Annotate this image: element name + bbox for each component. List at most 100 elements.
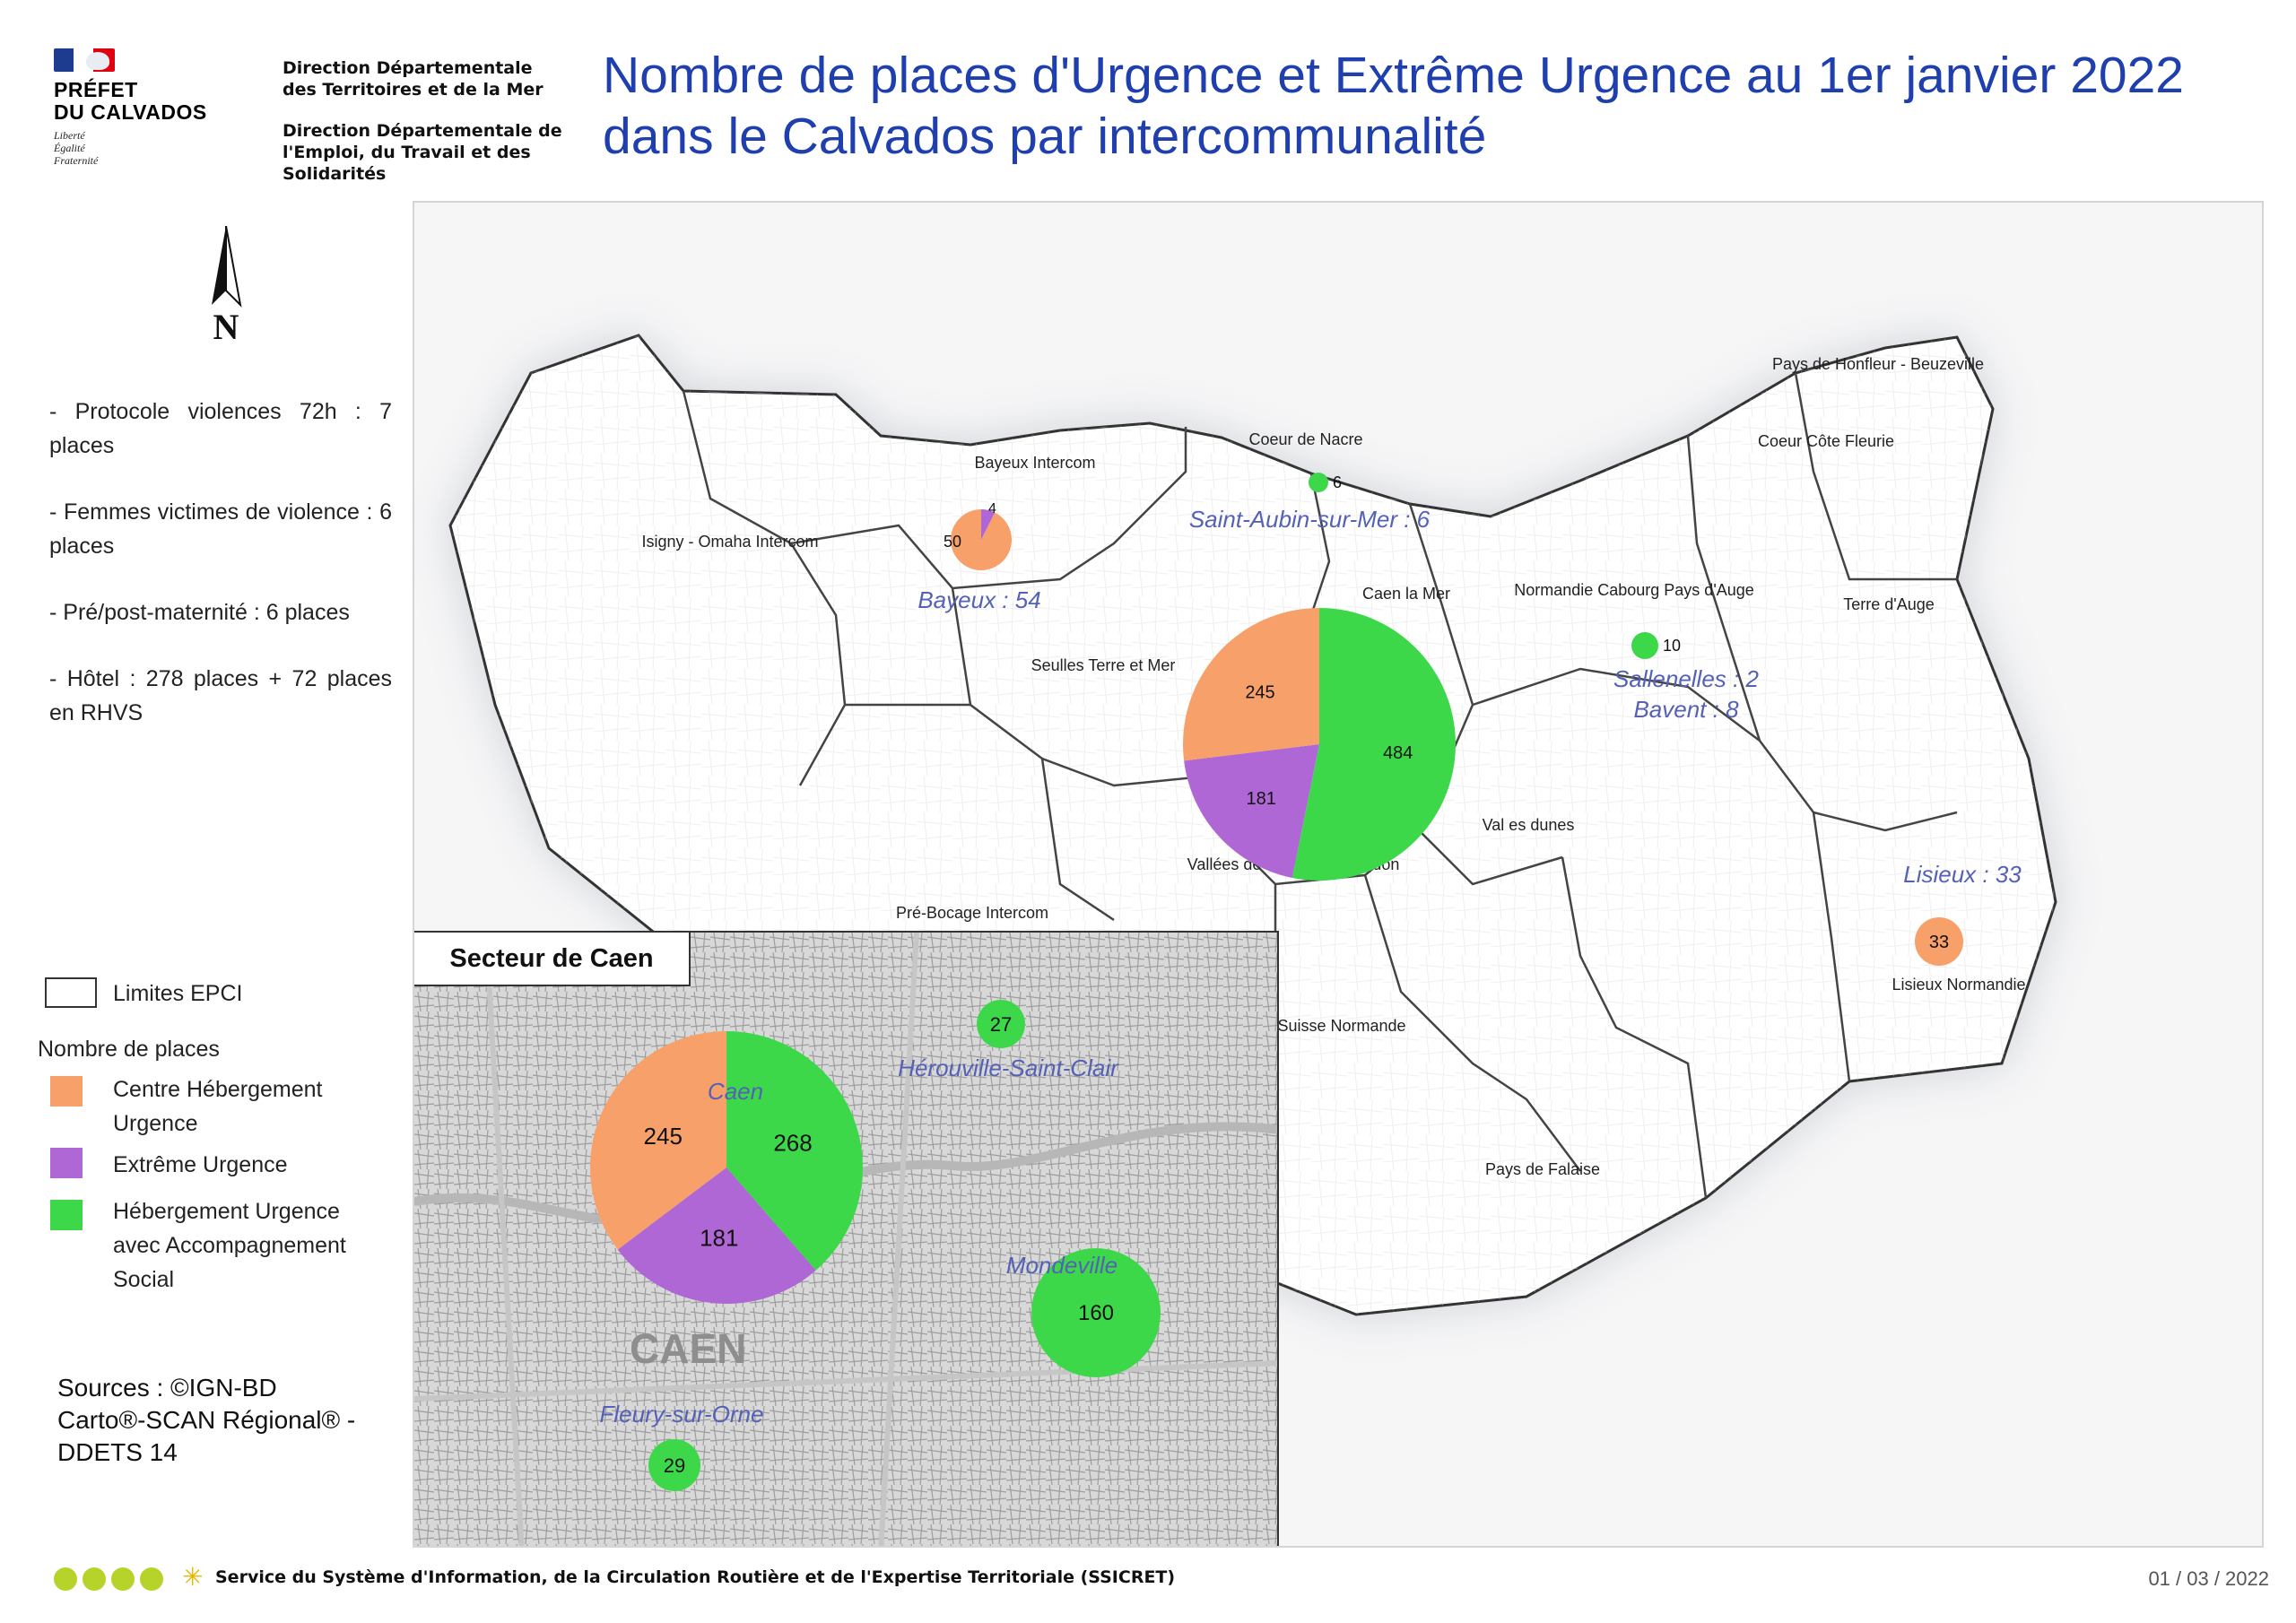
legend-epci-label: Limites EPCI [113,981,243,1006]
symbol-fleury-value: 29 [664,1454,685,1477]
pie-caen-slice-hua [726,1031,863,1271]
pie-bayeux-label-chu: 50 [944,533,961,551]
label-saint-aubin: Saint-Aubin-sur-Mer : 6 [1189,506,1431,533]
note-item: - Protocole violences 72h : 7 places [49,399,392,458]
legend: Limites EPCI Nombre de places Centre Héb… [38,976,396,1313]
pie-caen-la-mer[interactable]: 484 181 245 [1183,608,1457,881]
symbol-saint-aubin-circle [1309,473,1328,492]
devise-egalite: Égalité [54,142,85,154]
symbol-mondeville[interactable]: 160 [1031,1248,1161,1377]
sources-line: DDETS 14 [57,1438,178,1466]
label-cabourg: Normandie Cabourg Pays d'Auge [1514,581,1754,599]
footer-dots-icon [54,1567,163,1591]
sources-line: Carto®-SCAN Régional® - [57,1406,356,1434]
notes-block: - Protocole violences 72h : 7 places - F… [49,395,392,762]
label-sallenelles: Sallenelles : 2 [1613,665,1759,692]
inset-map-caen-text: CAEN [630,1325,746,1372]
symbol-lisieux-value: 33 [1929,933,1949,952]
note-item: - Femmes victimes de violence : 6 places [49,499,392,559]
map-svg: Pays de Honfleur - Beuzeville Coeur Côte… [414,203,2262,1546]
eu-swatch [50,1148,83,1178]
logo-line-1: PRÉFET [54,78,138,101]
symbol-herouville-value: 27 [990,1013,1012,1036]
symbol-bavent[interactable]: 10 [1631,632,1681,659]
pie-caen-label-chu: 245 [644,1123,683,1150]
devise-fraternite: Fraternité [54,154,99,167]
direction-ddets: Direction Départementale de l'Emploi, du… [283,121,562,184]
logo-line-2: DU CALVADOS [54,100,207,124]
pie-caen-label-eu: 181 [700,1225,738,1252]
pie-caen-la-mer-label-eu: 181 [1247,789,1276,809]
symbol-bavent-value: 10 [1663,637,1681,655]
label-mondeville: Mondeville [1006,1252,1118,1279]
symbol-mondeville-circle [1031,1248,1161,1377]
label-lisieux-total: Lisieux : 33 [1903,861,2022,888]
legend-hua-line: Hébergement Urgence [113,1199,340,1224]
legend-item-chu: Centre Hébergement Urgence [38,1076,396,1136]
pie-bayeux-slice-chu [951,509,1013,570]
footer-date: 01 / 03 / 2022 [2148,1567,2269,1590]
calvados-map[interactable]: Pays de Honfleur - Beuzeville Coeur Côte… [413,201,2264,1548]
footer: ✳ Service du Système d'Information, de l… [54,1562,2269,1598]
pie-caen-la-mer-slice-hua [1292,608,1457,881]
symbol-mondeville-value: 160 [1078,1301,1114,1325]
pie-caen-slice-eu [617,1167,816,1304]
symbol-fleury-circle [648,1439,700,1491]
pie-caen-label-hua: 268 [773,1129,812,1156]
symbol-lisieux[interactable]: 33 [1915,917,1963,966]
legend-heading: Nombre de places [38,1037,220,1062]
direction-ddtm: Direction Départementale des Territoires… [283,58,544,100]
label-fleury: Fleury-sur-Orne [599,1401,763,1428]
marianne-flag-icon [54,48,115,72]
pie-bayeux-slice-eu [981,509,996,540]
label-pays-de-falaise: Pays de Falaise [1485,1160,1600,1178]
note-item: - Hôtel : 278 places + 72 places en RHVS [49,666,392,725]
label-bavent: Bavent : 8 [1633,696,1739,723]
label-caen: Caen [708,1078,763,1105]
label-val-es-dunes: Val es dunes [1483,816,1575,834]
hua-swatch [50,1200,83,1230]
north-label: N [213,307,239,343]
symbol-herouville[interactable]: 27 [977,1000,1025,1048]
legend-hua-line: Social [113,1267,175,1292]
label-seulles: Seulles Terre et Mer [1031,656,1176,674]
label-caen-la-mer: Caen la Mer [1362,585,1450,603]
note-item: - Pré/post-maternité : 6 places [49,600,350,625]
symbol-lisieux-circle [1915,917,1963,966]
sources-line: Sources : ©IGN-BD [57,1374,277,1402]
label-herouville: Hérouville-Saint-Clair [898,1055,1119,1081]
symbol-saint-aubin-value: 6 [1333,473,1342,491]
devise-liberte: Liberté [54,129,85,142]
legend-chu-line: Urgence [113,1111,198,1136]
label-honfleur: Pays de Honfleur - Beuzeville [1772,355,1984,373]
sparkle-icon: ✳ [182,1563,204,1591]
legend-epci: Limites EPCI [38,976,396,1028]
symbol-fleury[interactable]: 29 [648,1439,700,1491]
symbol-bavent-circle [1631,632,1658,659]
label-bayeux-intercom: Bayeux Intercom [974,454,1095,472]
pie-caen-la-mer-label-hua: 484 [1383,743,1413,763]
label-suisse-normande: Suisse Normande [1277,1017,1405,1035]
sources: Sources : ©IGN-BD Carto®-SCAN Régional® … [57,1372,398,1469]
legend-item-hua: Hébergement Urgence avec Accompagnement … [38,1199,396,1313]
label-pre-bocage: Pré-Bocage Intercom [896,904,1048,922]
epci-swatch [45,977,97,1008]
label-isigny: Isigny - Omaha Intercom [641,533,818,551]
pie-bayeux[interactable]: 50 4 [944,501,1013,570]
legend-eu-label: Extrême Urgence [113,1152,288,1177]
inset-svg: CAEN 268 181 245 Caen 27 Hérouville-Saint-… [414,933,1277,1546]
legend-item-eu: Extrême Urgence [38,1148,396,1205]
pie-bayeux-label-eu: 4 [988,501,996,516]
logo-devise: Liberté Égalité Fraternité [54,129,242,167]
inset-title: Secteur de Caen [414,933,691,986]
label-terre-d-auge: Terre d'Auge [1843,595,1935,613]
north-arrow-icon: N [212,226,242,343]
footer-service: Service du Système d'Information, de la … [215,1567,1176,1587]
inset-main-roads [414,933,1277,1546]
pie-caen-la-mer-label-chu: 245 [1245,683,1274,703]
inset-caen-sector[interactable]: CAEN 268 181 245 Caen 27 Hérouville-Saint-… [414,931,1279,1546]
symbol-saint-aubin[interactable]: 6 [1309,473,1342,492]
pie-caen[interactable]: 268 181 245 [590,1031,863,1304]
label-coeur-cote-fleurie: Coeur Côte Fleurie [1758,432,1894,450]
pie-caen-la-mer-slice-chu [1183,608,1319,761]
